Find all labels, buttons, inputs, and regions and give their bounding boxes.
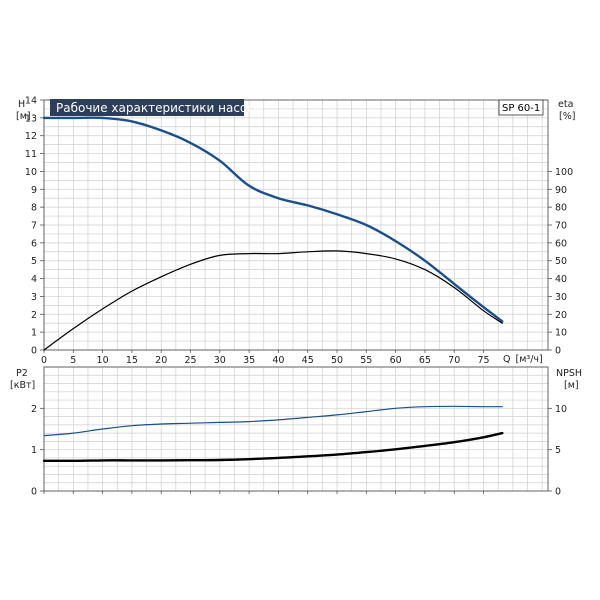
left-tick-label: 3 <box>31 292 37 303</box>
x-tick-label: 75 <box>477 355 489 366</box>
title-background <box>50 99 244 116</box>
right-tick-label: 20 <box>555 310 567 321</box>
x-tick-label: 20 <box>155 355 167 366</box>
left-tick-label: 2 <box>31 404 37 415</box>
series-line-1 <box>43 250 503 351</box>
x-tick-label: 60 <box>390 355 402 366</box>
x-tick-label: 50 <box>331 355 343 366</box>
chart-title: Рабочие характеристики насоса <box>56 101 261 115</box>
x-tick-label: 65 <box>419 355 431 366</box>
right-tick-label: 0 <box>555 487 561 498</box>
left-tick-label: 0 <box>31 487 37 498</box>
plot-background <box>44 367 548 491</box>
right-tick-label: 0 <box>555 346 561 357</box>
left-tick-label: 4 <box>31 274 37 285</box>
series-line-0 <box>42 116 504 323</box>
x-tick-label: 25 <box>184 355 196 366</box>
left-tick-label: 8 <box>31 203 37 214</box>
series-line-0 <box>43 405 503 437</box>
bottom-panel: 0 1 2 0 5 10 <box>31 366 567 498</box>
right-tick-label: 5 <box>555 445 561 456</box>
left-tick-label: 9 <box>31 185 37 196</box>
right-tick-label: 30 <box>555 292 567 303</box>
x-tick-label: 5 <box>70 355 76 366</box>
x-tick-label: 15 <box>126 355 138 366</box>
x-tick-label: 55 <box>360 355 372 366</box>
left-tick-label: 12 <box>25 131 37 142</box>
right-tick-label: 10 <box>555 328 567 339</box>
eta-axis-label: eta <box>558 99 573 110</box>
right-tick-label: 40 <box>555 274 567 285</box>
x-tick-label: 0 <box>41 355 47 366</box>
right-tick-label: 60 <box>555 238 567 249</box>
left-tick-label: 11 <box>25 149 37 160</box>
series-line-1 <box>42 431 504 463</box>
top-panel: 0123456789101112131401020304050607080901… <box>25 96 573 367</box>
q-axis-label: Q [м³/ч] <box>503 354 543 365</box>
left-tick-label: 5 <box>31 256 37 267</box>
eta-axis-unit: [%] <box>559 111 575 122</box>
right-tick-label: 80 <box>555 203 567 214</box>
plot-frame <box>43 366 549 492</box>
left-tick-label: 14 <box>25 96 37 107</box>
x-tick-label: 35 <box>243 355 255 366</box>
x-tick-label: 70 <box>448 355 460 366</box>
p2-axis-label: P2 <box>16 368 28 379</box>
left-tick-label: 7 <box>31 221 37 232</box>
left-tick-label: 2 <box>31 310 37 321</box>
right-tick-label: 100 <box>555 167 573 178</box>
left-tick-label: 1 <box>31 328 37 339</box>
x-tick-label: 10 <box>97 355 109 366</box>
h-axis-unit: [м] <box>16 111 31 122</box>
right-tick-label: 10 <box>555 404 567 415</box>
right-tick-label: 90 <box>555 185 567 196</box>
right-tick-label: 50 <box>555 256 567 267</box>
model-label: SP 60-1 <box>502 103 540 114</box>
right-tick-label: 70 <box>555 221 567 232</box>
left-tick-label: 1 <box>31 445 37 456</box>
model-label-box <box>498 99 544 116</box>
x-tick-label: 45 <box>302 355 314 366</box>
p2-axis-unit: [кВт] <box>10 380 35 391</box>
left-tick-label: 10 <box>25 167 37 178</box>
x-tick-label: 30 <box>214 355 226 366</box>
npsh-axis-unit: [м] <box>564 380 579 391</box>
npsh-axis-label: NPSH <box>556 368 582 379</box>
left-tick-label: 13 <box>25 113 37 124</box>
x-tick-label: 40 <box>272 355 284 366</box>
left-tick-label: 6 <box>31 238 37 249</box>
h-axis-label: H <box>18 99 25 110</box>
left-tick-label: 0 <box>31 346 37 357</box>
